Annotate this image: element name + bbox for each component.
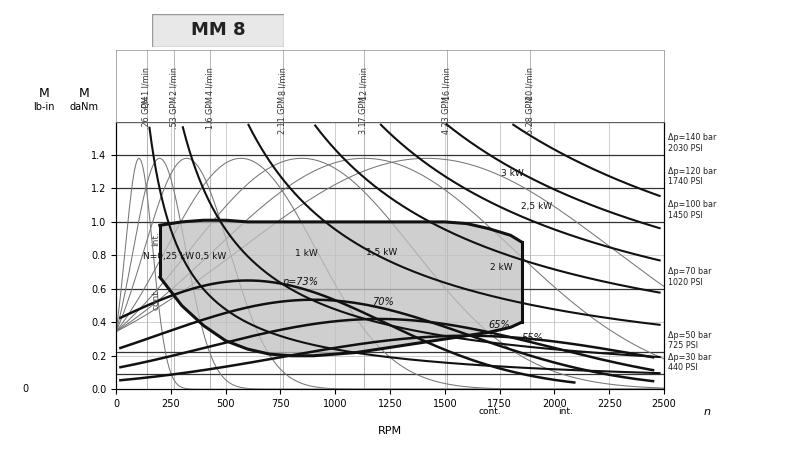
Text: N=0,25 kW: N=0,25 kW <box>143 252 194 261</box>
Text: Δp=70 bar
1020 PSI: Δp=70 bar 1020 PSI <box>668 267 711 287</box>
Text: 2.11 GPM: 2.11 GPM <box>278 96 287 134</box>
Text: 0: 0 <box>22 384 28 394</box>
Text: 4.23 GPM: 4.23 GPM <box>442 96 451 134</box>
Text: 55%: 55% <box>522 333 543 343</box>
Text: lb-in: lb-in <box>34 102 54 112</box>
Text: 1.6 GPM: 1.6 GPM <box>206 96 214 129</box>
Text: 1,5 kW: 1,5 kW <box>366 248 397 256</box>
Text: cont.: cont. <box>151 288 160 310</box>
Text: 5.28 GPM: 5.28 GPM <box>526 96 534 135</box>
Text: 16 l/min: 16 l/min <box>442 68 451 100</box>
Text: int.: int. <box>151 231 160 246</box>
Text: int.: int. <box>558 407 574 416</box>
FancyBboxPatch shape <box>152 14 284 47</box>
Text: daNm: daNm <box>70 102 98 112</box>
Text: 2 kW: 2 kW <box>490 263 513 272</box>
Text: .26 GPM: .26 GPM <box>142 96 151 129</box>
Text: 2,5 kW: 2,5 kW <box>522 202 553 211</box>
Text: Δp=120 bar
1740 PSI: Δp=120 bar 1740 PSI <box>668 167 717 186</box>
Text: M: M <box>38 87 50 100</box>
Text: 70%: 70% <box>373 297 394 307</box>
Text: cont.: cont. <box>478 407 502 416</box>
Text: Q=1 l/min: Q=1 l/min <box>142 68 151 108</box>
Text: Δp=140 bar
2030 PSI: Δp=140 bar 2030 PSI <box>668 133 716 153</box>
Text: η=73%: η=73% <box>282 277 318 287</box>
Text: 2 l/min: 2 l/min <box>170 68 178 95</box>
X-axis label: RPM: RPM <box>378 426 402 436</box>
Text: MM 8: MM 8 <box>190 21 246 40</box>
Text: 0,5 kW: 0,5 kW <box>194 252 226 261</box>
Text: 1 kW: 1 kW <box>295 249 318 258</box>
Text: 3 kW: 3 kW <box>502 169 524 178</box>
Polygon shape <box>160 220 522 356</box>
Text: M: M <box>78 87 90 100</box>
Text: .53 GPM: .53 GPM <box>170 96 178 129</box>
Text: 12 l/min: 12 l/min <box>359 68 368 100</box>
Text: 8 l/min: 8 l/min <box>278 68 287 95</box>
Text: Δp=30 bar
440 PSI: Δp=30 bar 440 PSI <box>668 352 711 372</box>
Text: Δp=50 bar
725 PSI: Δp=50 bar 725 PSI <box>668 331 711 350</box>
Text: Δp=100 bar
1450 PSI: Δp=100 bar 1450 PSI <box>668 200 716 220</box>
Text: 3.17 GPM: 3.17 GPM <box>359 96 368 134</box>
Text: n: n <box>704 407 711 417</box>
Text: 4 l/min: 4 l/min <box>206 68 214 95</box>
Text: 20 l/min: 20 l/min <box>526 68 534 100</box>
Text: 65%: 65% <box>489 320 510 330</box>
